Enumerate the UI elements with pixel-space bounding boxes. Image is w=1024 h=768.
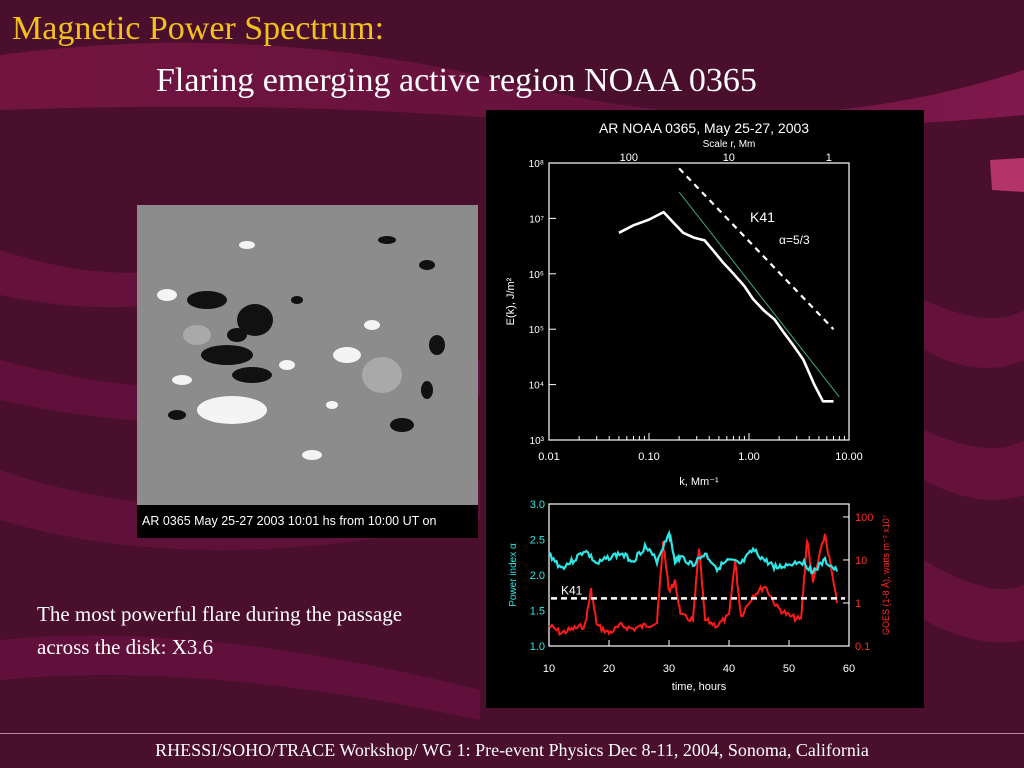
goes-tick-label: 0.1 bbox=[855, 641, 870, 653]
time-x-tick-label: 60 bbox=[843, 663, 855, 675]
footer-divider bbox=[0, 733, 1024, 734]
k41-time-label: K41 bbox=[561, 583, 583, 597]
flare-note: The most powerful flare during the passa… bbox=[37, 602, 403, 659]
magnetogram-image: AR 0365 May 25-27 2003 10:01 hs from 10:… bbox=[137, 205, 478, 538]
magnetogram-caption: AR 0365 May 25-27 2003 10:01 hs from 10:… bbox=[137, 505, 478, 538]
time-plot-frame bbox=[548, 503, 850, 647]
goes-flux-line bbox=[548, 533, 838, 636]
y-tick-label: 10⁶ bbox=[529, 270, 544, 281]
alpha-label: α=5/3 bbox=[779, 233, 810, 247]
time-x-tick-label: 20 bbox=[603, 663, 615, 675]
power-index-line bbox=[548, 529, 839, 575]
time-x-tick-label: 10 bbox=[543, 663, 555, 675]
x-axis-label: k, Mm⁻¹ bbox=[679, 476, 719, 488]
y-axis-label: E(k), J/m² bbox=[505, 277, 517, 325]
top-tick-label: 10 bbox=[723, 152, 735, 164]
top-axis-label: Scale r, Mm bbox=[703, 139, 756, 150]
fit-line bbox=[678, 191, 840, 398]
y-tick-label: 10⁸ bbox=[529, 159, 544, 170]
power-spectrum-chart: AR NOAA 0365, May 25-27, 2003 Scale r, Mm… bbox=[505, 120, 863, 488]
x-tick-label: 10.00 bbox=[835, 451, 863, 463]
plot-frame bbox=[548, 162, 850, 441]
alpha-tick-label: 3.0 bbox=[530, 499, 545, 511]
slide-subtitle: Flaring emerging active region NOAA 0365 bbox=[156, 62, 757, 99]
alpha-tick-label: 1.5 bbox=[530, 606, 545, 618]
spectrum-line bbox=[618, 210, 834, 403]
top-tick-label: 100 bbox=[620, 152, 638, 164]
slide-title: Magnetic Power Spectrum: bbox=[12, 10, 385, 47]
goes-tick-label: 100 bbox=[855, 512, 873, 524]
time-x-axis-label: time, hours bbox=[672, 681, 727, 693]
alpha-axis-label: Power index α bbox=[508, 543, 519, 607]
k41-reference-line bbox=[678, 167, 835, 330]
goes-axis-label: GOES (1-8 Å), watts m⁻² x10⁷ bbox=[881, 515, 891, 635]
time-x-tick-label: 40 bbox=[723, 663, 735, 675]
goes-tick-label: 10 bbox=[855, 555, 867, 567]
y-tick-label: 10⁵ bbox=[529, 325, 544, 336]
spectrum-figure: AR NOAA 0365, May 25-27, 2003 Scale r, Mm… bbox=[486, 110, 924, 708]
time-x-tick-label: 50 bbox=[783, 663, 795, 675]
magnetogram-picture bbox=[137, 205, 478, 505]
alpha-tick-label: 1.0 bbox=[530, 641, 545, 653]
time-x-tick-label: 30 bbox=[663, 663, 675, 675]
x-tick-label: 0.10 bbox=[638, 451, 659, 463]
spectrum-figure-svg: AR NOAA 0365, May 25-27, 2003 Scale r, Mm… bbox=[505, 120, 891, 693]
time-series-chart: 10 20 30 40 50 60 time, hours 1.0 1.5 2.0 2.5 3.0 Po… bbox=[508, 499, 891, 693]
slide-footer: RHESSI/SOHO/TRACE Workshop/ WG 1: Pre-ev… bbox=[155, 740, 869, 760]
goes-tick-label: 1 bbox=[855, 598, 861, 610]
y-tick-label: 10⁴ bbox=[529, 381, 544, 392]
x-tick-label: 0.01 bbox=[538, 451, 559, 463]
y-tick-label: 10⁷ bbox=[529, 214, 544, 225]
k41-label: K41 bbox=[750, 209, 775, 225]
chart-title: AR NOAA 0365, May 25-27, 2003 bbox=[599, 120, 809, 136]
y-tick-label: 10³ bbox=[530, 436, 545, 447]
top-tick-label: 1 bbox=[826, 152, 832, 164]
x-tick-label: 1.00 bbox=[738, 451, 759, 463]
alpha-tick-label: 2.0 bbox=[530, 570, 545, 582]
alpha-tick-label: 2.5 bbox=[530, 535, 545, 547]
